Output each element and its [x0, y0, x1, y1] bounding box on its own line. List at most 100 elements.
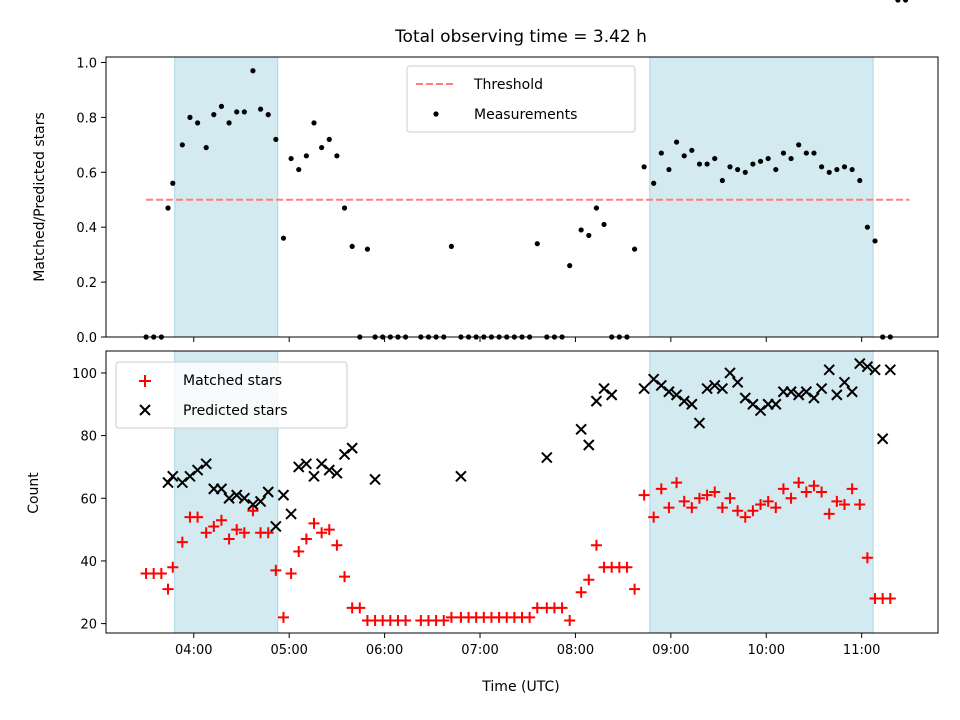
- measurement-point: [179, 142, 185, 148]
- measurement-point: [593, 205, 600, 211]
- x-tick-label: 04:00: [175, 643, 212, 658]
- y-tick-label: 60: [80, 492, 97, 507]
- measurement-point: [334, 153, 340, 159]
- matched-stars-point: [663, 502, 675, 514]
- matched-stars-point: [777, 483, 789, 495]
- matched-stars-point: [438, 614, 450, 626]
- predicted-stars-point: [686, 398, 698, 410]
- predicted-stars-point: [678, 395, 690, 407]
- y-tick-label: 0.2: [76, 276, 97, 291]
- measurements-marks: [143, 0, 909, 340]
- matched-stars-point: [831, 495, 843, 507]
- top-panel: 0.0 0.2 0.4 0.6 0.8 1.0 Matched/Predicted sta…: [32, 0, 939, 346]
- measurement-point: [288, 155, 294, 162]
- predicted-stars-point: [191, 464, 204, 476]
- matched-stars-point: [323, 524, 335, 536]
- measurement-point: [712, 155, 718, 162]
- predicted-stars-point: [709, 379, 721, 392]
- legend-predicted-swatch: [139, 404, 151, 416]
- measurement-point: [811, 150, 817, 156]
- matched-stars-point: [747, 505, 759, 517]
- bottom-panel: 20 40 60 80 100 04:00 05:00 06:00 07:00 08:00 09:…: [26, 351, 939, 695]
- measurement-point: [857, 177, 863, 184]
- predicted-stars-point: [808, 392, 820, 404]
- matched-stars-point: [770, 502, 782, 514]
- top-panel-y-axis-label: Matched/Predicted stars: [32, 112, 48, 282]
- measurement-point: [241, 109, 247, 115]
- predicted-stars-point: [231, 489, 243, 501]
- measurement-point: [696, 161, 703, 167]
- matched-stars-point: [884, 593, 896, 605]
- matched-stars-point: [716, 502, 728, 514]
- matched-stars-point: [686, 502, 698, 514]
- measurement-point: [631, 246, 638, 252]
- measurement-point: [742, 169, 748, 175]
- bottom-legend-box: [115, 361, 348, 429]
- matched-stars-point: [231, 524, 243, 536]
- x-tick-label: 10:00: [748, 643, 785, 658]
- measurement-point: [651, 180, 657, 186]
- measurement-point: [578, 227, 584, 233]
- measurement-point: [534, 241, 540, 247]
- matched-stars-point: [270, 564, 282, 576]
- matched-stars-point: [339, 571, 351, 583]
- measurement-point: [226, 120, 232, 126]
- legend-threshold-label: Threshold: [473, 77, 543, 93]
- measurement-point: [757, 158, 764, 164]
- y-tick-label: 40: [80, 555, 97, 570]
- top-panel-shaded-intervals: [174, 56, 874, 338]
- predicted-stars-point: [846, 386, 858, 398]
- measurement-point: [319, 144, 325, 151]
- measurement-point: [586, 232, 592, 239]
- top-panel-y-axis: 0.0 0.2 0.4 0.6 0.8 1.0: [76, 56, 106, 346]
- shaded-interval: [649, 56, 874, 338]
- matched-stars-point: [732, 505, 744, 517]
- predicted-stars-point: [590, 395, 603, 407]
- matched-stars-point: [846, 483, 858, 495]
- predicted-stars-point: [308, 470, 320, 483]
- predicted-stars-point: [831, 389, 843, 401]
- predicted-stars-point: [541, 451, 553, 464]
- matched-stars-point: [556, 602, 568, 614]
- matched-stars-point: [155, 567, 167, 579]
- measurement-point: [349, 243, 355, 250]
- matched-stars-point: [223, 533, 235, 545]
- measurement-point: [311, 120, 317, 126]
- y-tick-label: 0.6: [76, 166, 97, 181]
- predicted-stars-point: [792, 389, 805, 401]
- y-tick-label: 0.4: [76, 221, 97, 236]
- matched-stars-point: [531, 602, 543, 614]
- predicted-stars-point: [716, 382, 729, 395]
- measurement-point: [841, 164, 848, 170]
- measurement-point: [735, 166, 741, 173]
- matched-stars-point: [621, 561, 633, 573]
- y-tick-label: 20: [80, 618, 97, 633]
- x-tick-label: 09:00: [652, 643, 689, 658]
- matched-stars-point: [762, 495, 774, 507]
- measurement-point: [341, 205, 348, 211]
- matched-stars-point: [192, 511, 204, 523]
- measurement-point: [780, 150, 787, 156]
- matched-stars-point: [354, 602, 366, 614]
- measurement-point: [872, 238, 878, 244]
- predicted-stars-point: [876, 433, 889, 445]
- predicted-stars-point: [731, 376, 744, 389]
- measurement-point: [895, 0, 901, 3]
- bottom-panel-y-axis-label: Count: [26, 472, 42, 514]
- matched-stars-point: [701, 489, 713, 501]
- x-tick-label: 11:00: [843, 643, 880, 658]
- matched-stars-point: [238, 527, 250, 539]
- matched-stars-point: [524, 611, 536, 623]
- legend-measurements-swatch: [433, 111, 439, 117]
- legend-measurements-label: Measurements: [474, 107, 577, 123]
- matched-stars-point: [800, 486, 812, 498]
- legend-matched-label: Matched stars: [183, 373, 282, 389]
- matched-stars-point: [176, 536, 188, 548]
- measurement-point: [681, 153, 687, 159]
- predicted-stars-point: [369, 473, 381, 486]
- measurement-point: [364, 246, 371, 252]
- chart-title: Total observing time = 3.42 h: [394, 27, 647, 47]
- top-legend-box: [406, 65, 636, 133]
- predicted-stars-point: [785, 386, 797, 398]
- predicted-stars-point: [223, 492, 235, 504]
